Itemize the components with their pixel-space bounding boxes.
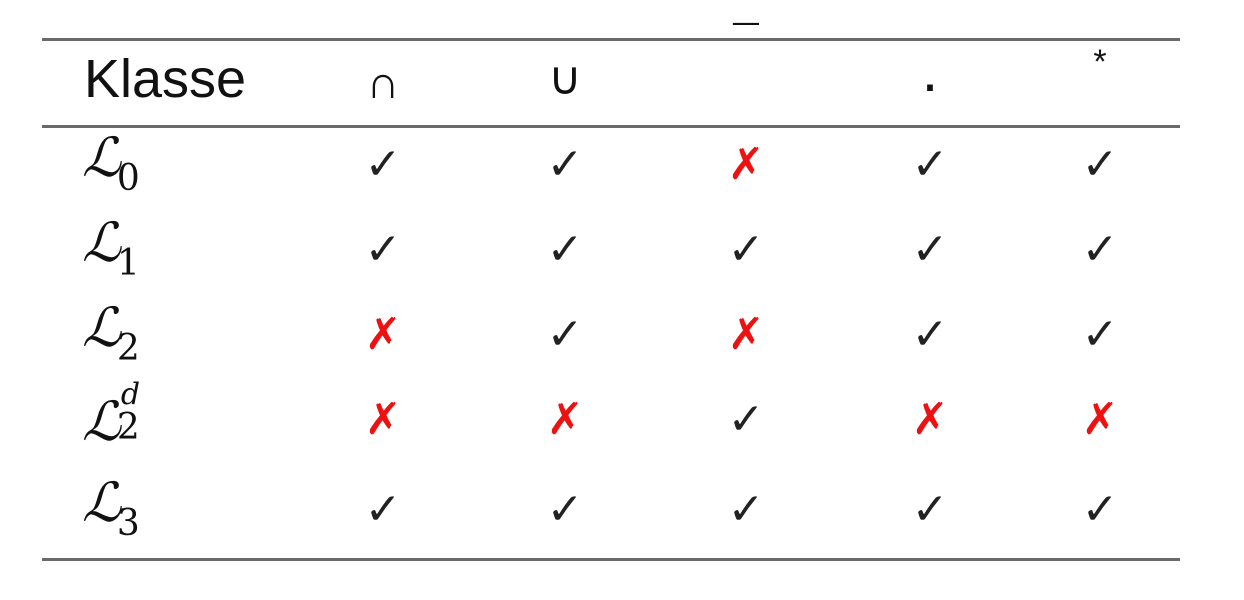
row-class-label: ℒ1 <box>82 216 140 282</box>
check-icon: ✓ <box>364 139 402 190</box>
header-rule <box>42 125 1180 128</box>
check-icon: ✓ <box>1081 224 1119 275</box>
class-subscript: 3 <box>116 503 140 544</box>
check-icon: ✓ <box>911 309 949 360</box>
top-rule <box>42 38 1180 41</box>
class-symbol: ℒ <box>82 126 121 189</box>
check-icon: ✓ <box>911 484 949 535</box>
cross-icon: ✗ <box>1081 394 1119 445</box>
cross-icon: ✗ <box>727 139 765 190</box>
class-symbol: ℒ <box>82 211 121 274</box>
row-class-label: ℒ2 <box>82 301 140 367</box>
header-concatenation: · <box>920 50 940 117</box>
class-subscript: 2 <box>116 328 140 369</box>
class-superscript: d <box>120 377 141 412</box>
check-icon: ✓ <box>727 394 765 445</box>
cross-icon: ✗ <box>727 309 765 360</box>
class-subscript: 2 <box>116 407 140 448</box>
check-icon: ✓ <box>546 139 584 190</box>
bottom-rule <box>42 558 1180 561</box>
check-icon: ✓ <box>546 224 584 275</box>
class-symbol: ℒ <box>82 390 121 453</box>
class-subscript: 1 <box>116 243 140 284</box>
check-icon: ✓ <box>546 484 584 535</box>
row-class-label: ℒ3 <box>82 476 140 542</box>
cross-icon: ✗ <box>364 394 402 445</box>
cross-icon: ✗ <box>364 309 402 360</box>
header-union: ∪ <box>548 52 582 104</box>
row-class-label: ℒ0 <box>82 131 140 197</box>
check-icon: ✓ <box>1081 139 1119 190</box>
header-complement: ¯ <box>733 16 759 68</box>
check-icon: ✓ <box>364 484 402 535</box>
class-symbol: ℒ <box>82 296 121 359</box>
check-icon: ✓ <box>364 224 402 275</box>
class-subscript: 0 <box>116 158 140 199</box>
check-icon: ✓ <box>546 309 584 360</box>
cross-icon: ✗ <box>911 394 949 445</box>
check-icon: ✓ <box>727 484 765 535</box>
header-kleene-star: * <box>1093 43 1107 81</box>
check-icon: ✓ <box>911 224 949 275</box>
check-icon: ✓ <box>1081 309 1119 360</box>
check-icon: ✓ <box>1081 484 1119 535</box>
class-symbol: ℒ <box>82 471 121 534</box>
cross-icon: ✗ <box>546 394 584 445</box>
check-icon: ✓ <box>727 224 765 275</box>
check-icon: ✓ <box>911 139 949 190</box>
header-klasse: Klasse <box>84 49 247 109</box>
header-intersection: ∩ <box>366 56 400 108</box>
